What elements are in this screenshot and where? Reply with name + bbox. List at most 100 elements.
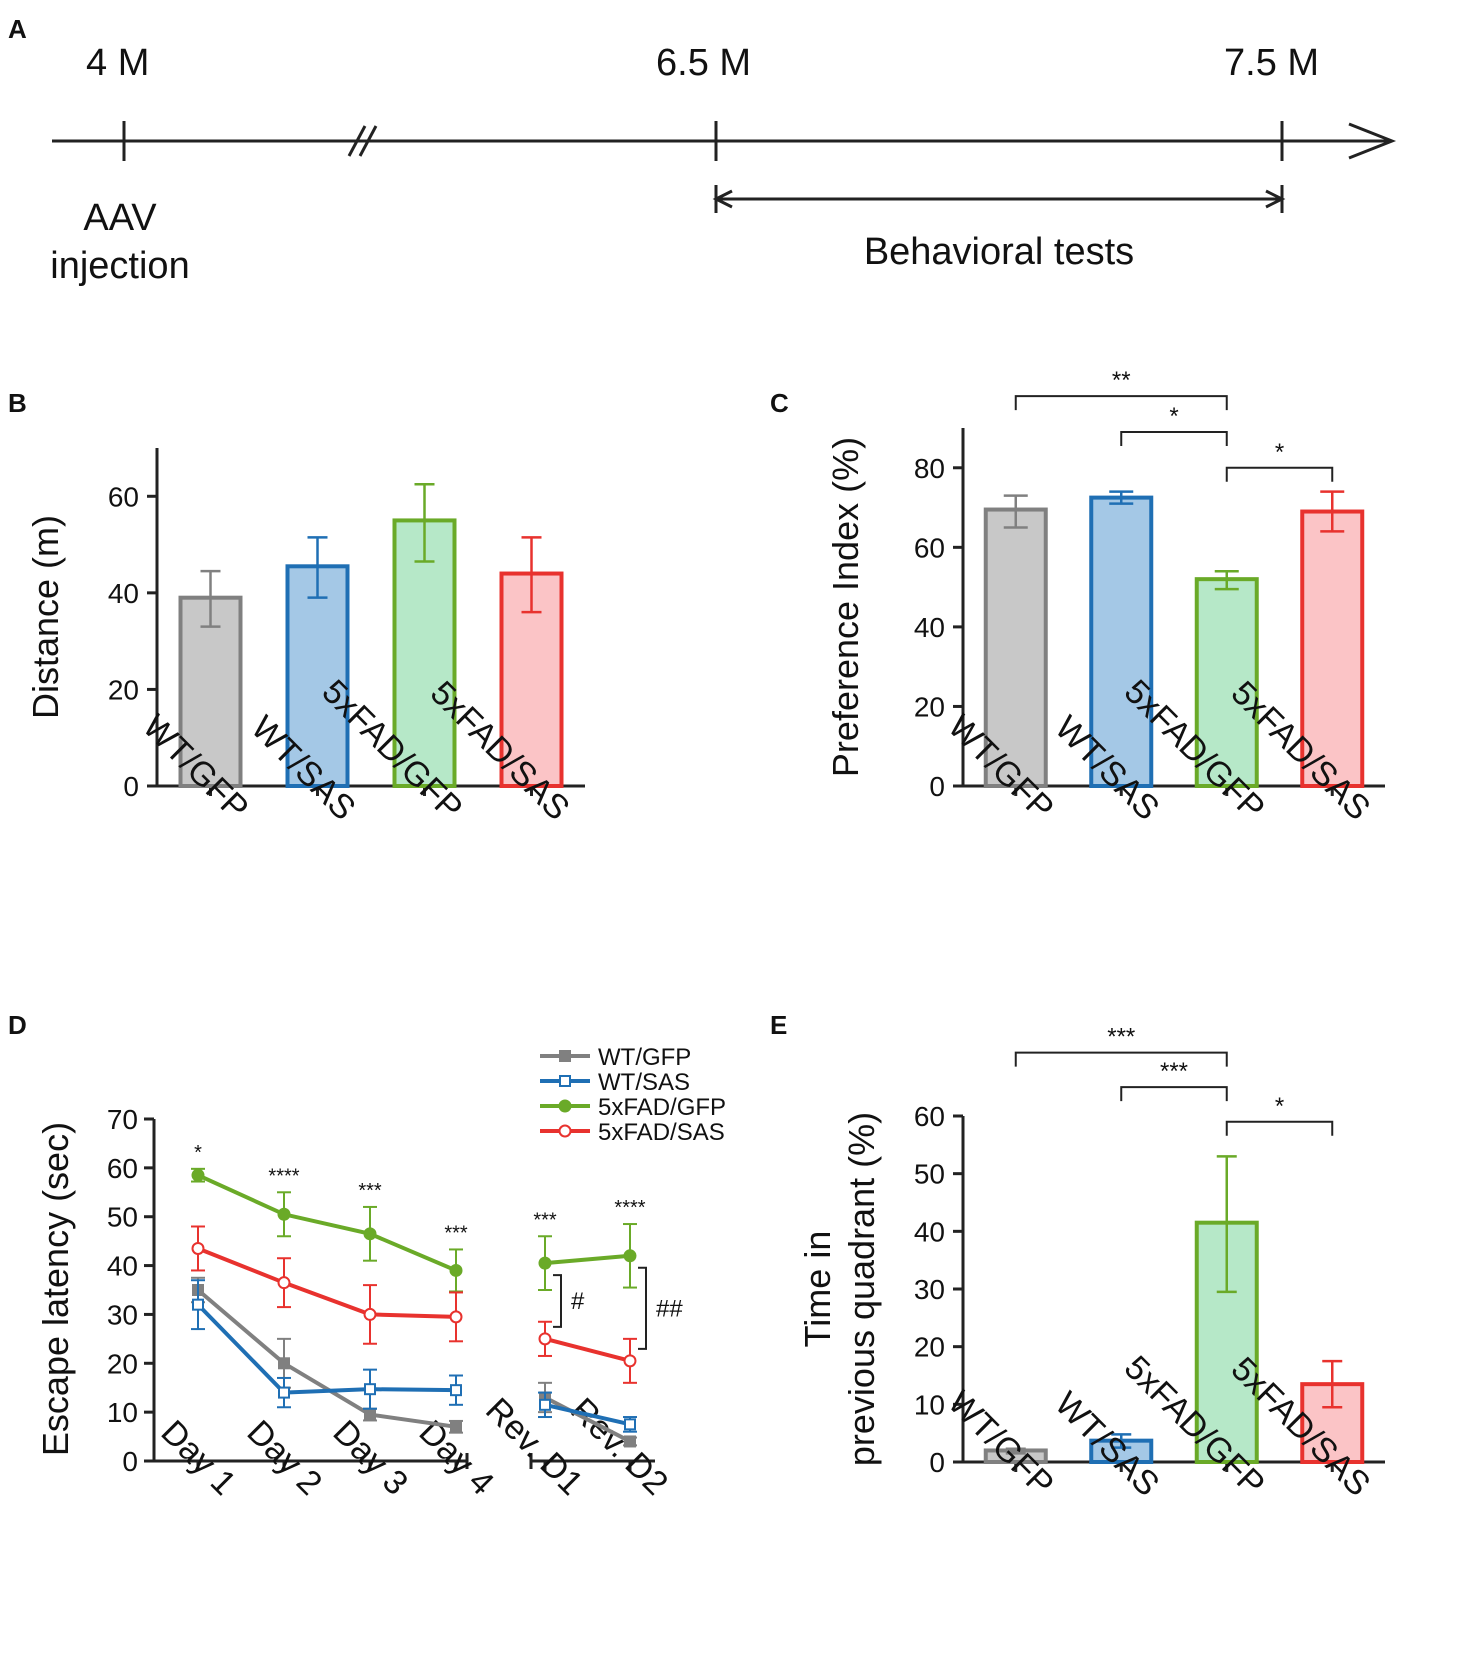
point-d-5xfad-gfp-1	[277, 1207, 291, 1221]
significance-stars-d-0: *	[194, 1142, 202, 1164]
point-d-5xfad-sas-1	[277, 1276, 291, 1290]
panel-label-d: D	[8, 1010, 27, 1040]
legend-marker-wt-sas	[559, 1075, 571, 1087]
bar-c-5xfad-sas	[1300, 509, 1365, 788]
y-tick-label-e-20: 20	[914, 1332, 945, 1363]
bar-c-wt-gfp	[983, 507, 1048, 788]
line-d-5xfad-sas-seg1	[197, 1246, 457, 1319]
panel-a-timeline: A 4 M 6.5 M 7.5 M AAV injection Behaviora…	[8, 14, 1397, 287]
timeline-tick-label-4m: 4 M	[86, 42, 149, 84]
y-tick-label-d-70: 70	[107, 1104, 138, 1135]
category-label-d-day-3: Day 3	[326, 1413, 416, 1503]
point-d-5xfad-gfp-2	[363, 1227, 377, 1241]
line-d-5xfad-gfp-seg2	[544, 1253, 631, 1266]
significance-stars-d-3: ***	[444, 1222, 468, 1244]
y-tick-label-b-0: 0	[123, 771, 139, 802]
y-tick-label-d-30: 30	[107, 1299, 138, 1330]
point-d-wt-sas-3	[450, 1384, 462, 1397]
legend-marker-wt-gfp	[559, 1050, 571, 1062]
significance-bracket-e-1	[1120, 1086, 1228, 1102]
y-tick-label-d-60: 60	[107, 1153, 138, 1184]
behavioral-tests-arrow-right	[1265, 189, 1286, 209]
panel-label-e: E	[770, 1010, 787, 1040]
line-d-wt-gfp-seg1	[196, 1288, 457, 1429]
category-label-d-day-1: Day 1	[154, 1413, 244, 1503]
y-tick-label-b-60: 60	[108, 481, 139, 512]
y-tick-label-e-30: 30	[914, 1274, 945, 1305]
point-d-5xfad-sas-2	[363, 1307, 377, 1321]
point-d-5xfad-gfp-0	[191, 1168, 205, 1182]
significance-label-e-2: *	[1275, 1093, 1284, 1120]
point-d-wt-gfp-2	[364, 1408, 376, 1421]
significance-bracket-c-1	[1120, 430, 1228, 446]
significance-stars-d-2: ***	[358, 1180, 382, 1202]
pair-label-d-1: ##	[656, 1295, 683, 1322]
y-tick-label-d-40: 40	[107, 1251, 138, 1282]
panel-label-a: A	[8, 14, 27, 44]
y-axis-label-e-line2: previous quadrant (%)	[841, 1112, 882, 1466]
y-axis-label-c: Preference Index (%)	[825, 437, 866, 777]
panel-c-preference-chart: 020406080WT/GFPWT/SAS5xFAD/GFP5xFAD/SAS*…	[825, 367, 1385, 828]
point-d-5xfad-sas-5	[623, 1354, 637, 1368]
y-tick-label-e-60: 60	[914, 1101, 945, 1132]
point-d-wt-gfp-5	[624, 1435, 636, 1448]
category-label-e-wt-gfp: WT/GFP	[941, 1383, 1061, 1503]
point-d-wt-gfp-3	[450, 1420, 462, 1433]
significance-label-c-0: **	[1112, 367, 1131, 394]
point-d-5xfad-gfp-3	[449, 1263, 463, 1277]
line-d-5xfad-gfp-seg1	[197, 1173, 457, 1273]
y-tick-label-c-0: 0	[929, 771, 945, 802]
y-tick-label-c-80: 80	[914, 453, 945, 484]
significance-label-e-0: ***	[1107, 1024, 1135, 1051]
point-d-5xfad-sas-4	[538, 1332, 552, 1346]
y-axis-label-e-line1: Time in	[797, 1231, 838, 1348]
significance-stars-d-5: ****	[614, 1197, 645, 1219]
bar-c-5xfad-gfp	[1194, 577, 1259, 789]
significance-bracket-c-0	[1014, 395, 1228, 411]
significance-label-c-1: *	[1169, 403, 1178, 430]
point-d-5xfad-sas-0	[191, 1241, 205, 1255]
panel-label-c: C	[770, 388, 789, 418]
category-label-d-day-2: Day 2	[240, 1413, 330, 1503]
y-tick-label-e-10: 10	[914, 1389, 945, 1420]
legend-label-wt-gfp: WT/GFP	[598, 1044, 691, 1071]
point-d-5xfad-gfp-4	[538, 1256, 552, 1270]
bar-b-5xfad-gfp	[392, 518, 457, 789]
panel-b-distance-chart: 0204060WT/GFPWT/SAS5xFAD/GFP5xFAD/SASDis…	[25, 448, 585, 828]
legend-label-wt-sas: WT/SAS	[598, 1069, 690, 1096]
legend-marker-5xfad-gfp	[558, 1099, 572, 1113]
point-d-wt-sas-1	[278, 1386, 290, 1399]
y-tick-label-e-0: 0	[929, 1447, 945, 1478]
significance-stars-d-4: ***	[533, 1209, 557, 1231]
y-tick-label-c-60: 60	[914, 532, 945, 563]
y-tick-label-c-20: 20	[914, 691, 945, 722]
significance-bracket-c-2	[1225, 466, 1334, 482]
line-d-wt-gfp-seg2	[544, 1395, 631, 1444]
point-d-wt-sas-0	[192, 1298, 204, 1311]
y-tick-label-d-50: 50	[107, 1202, 138, 1233]
y-tick-label-d-20: 20	[107, 1348, 138, 1379]
legend-label-5xfad-gfp: 5xFAD/GFP	[598, 1094, 726, 1121]
significance-bracket-e-0	[1014, 1051, 1228, 1067]
timeline-tick-label-6-5m: 6.5 M	[656, 42, 751, 84]
timeline-tick-label-7-5m: 7.5 M	[1224, 42, 1319, 84]
y-tick-label-d-0: 0	[122, 1446, 138, 1477]
timeline-break-mark	[347, 125, 378, 157]
significance-label-c-2: *	[1275, 439, 1284, 466]
point-d-5xfad-sas-3	[449, 1310, 463, 1324]
point-d-wt-sas-5	[624, 1418, 636, 1431]
bar-c-wt-sas	[1089, 495, 1154, 788]
y-axis-label-b: Distance (m)	[25, 515, 66, 719]
y-axis-label-d: Escape latency (sec)	[35, 1122, 76, 1456]
significance-bracket-e-2	[1225, 1120, 1334, 1136]
point-d-5xfad-gfp-5	[623, 1249, 637, 1263]
line-d-wt-sas-seg1	[196, 1303, 457, 1395]
panel-e-quadrant-time-chart: 0102030405060WT/GFPWT/SAS5xFAD/GFP5xFAD/…	[797, 1024, 1385, 1504]
significance-stars-d-1: ****	[268, 1165, 299, 1187]
significance-label-e-1: ***	[1160, 1058, 1188, 1085]
pair-bracket-d-1	[638, 1266, 647, 1350]
bar-b-wt-sas	[285, 564, 350, 788]
y-tick-label-d-10: 10	[107, 1397, 138, 1428]
